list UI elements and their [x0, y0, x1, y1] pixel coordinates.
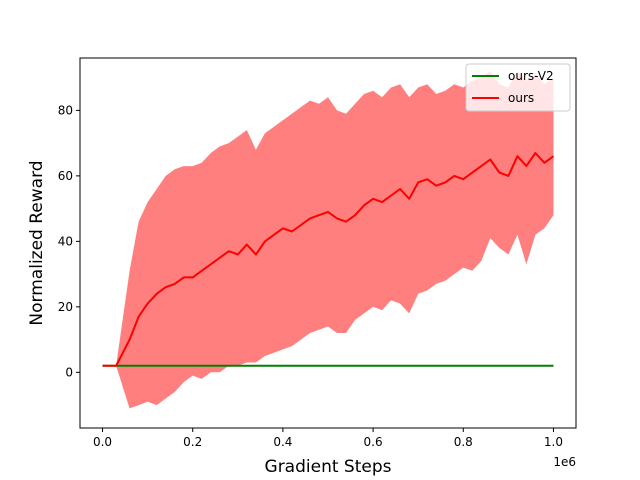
- tick-layer: 0.0 0.2 0.4 0.6 0.8 1.0 0 20 40 60 80: [58, 103, 563, 449]
- y-axis-label: Normalized Reward: [27, 160, 47, 325]
- x-tick-label: 0.2: [183, 435, 202, 449]
- legend-label-ours: ours: [508, 91, 534, 105]
- series-group: [102, 71, 555, 409]
- x-tick-label: 0.8: [454, 435, 473, 449]
- axes-frame: [79, 57, 577, 429]
- x-tick-label: 0.4: [273, 435, 292, 449]
- series-line-ours: [102, 152, 555, 367]
- y-tick-label: 60: [58, 169, 73, 183]
- x-tick-label: 0.0: [93, 435, 112, 449]
- y-tick-label: 0: [65, 365, 73, 379]
- x-tick-label: 0.6: [364, 435, 383, 449]
- legend: ours-V2 ours: [465, 63, 571, 112]
- legend-label-ours-v2: ours-V2: [508, 69, 554, 83]
- plot-area: [102, 71, 555, 409]
- ours-confidence-band: [102, 71, 554, 409]
- x-axis-label: Gradient Steps: [265, 457, 392, 477]
- y-tick-label: 40: [58, 234, 73, 248]
- y-tick-label: 20: [58, 300, 73, 314]
- y-tick-label: 80: [58, 103, 73, 117]
- x-tick-label: 1.0: [544, 435, 563, 449]
- x-offset-label: 1e6: [553, 455, 576, 469]
